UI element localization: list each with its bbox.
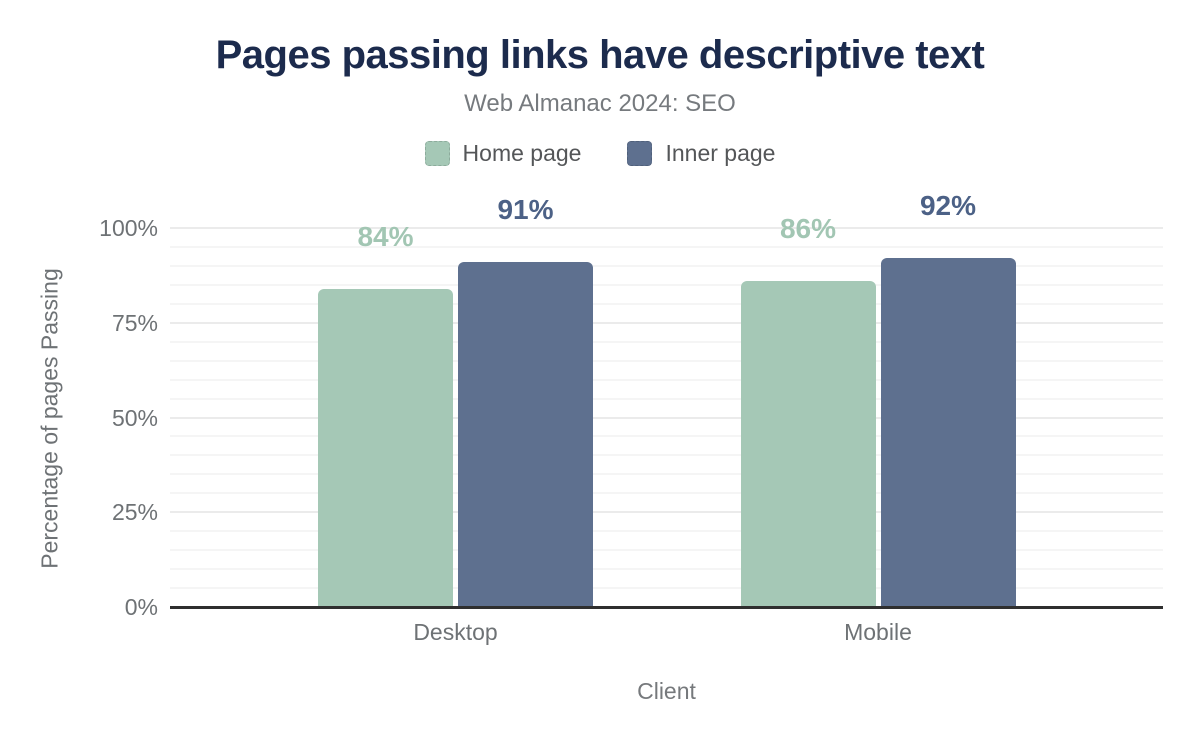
x-tick-label-mobile: Mobile — [844, 619, 912, 645]
bar-home-page-desktop[interactable] — [318, 288, 453, 607]
legend-item-inner-page[interactable]: Inner page — [627, 140, 775, 167]
home-page-swatch-icon — [424, 141, 450, 166]
minor-gridline — [170, 283, 1163, 286]
minor-gridline — [170, 245, 1163, 248]
minor-gridline — [170, 340, 1163, 343]
legend-label: Inner page — [665, 140, 776, 166]
minor-gridline — [170, 473, 1163, 476]
bar-inner-page-mobile[interactable] — [880, 258, 1016, 607]
chart-subtitle: Web Almanac 2024: SEO — [464, 90, 736, 117]
data-label: 91% — [497, 194, 554, 226]
major-gridline — [170, 227, 1163, 229]
minor-gridline — [170, 435, 1163, 438]
data-label: 84% — [357, 220, 414, 252]
major-gridline — [170, 511, 1163, 514]
major-gridline — [170, 321, 1163, 324]
minor-gridline — [170, 359, 1163, 362]
x-axis-line — [170, 606, 1163, 609]
minor-gridline — [170, 587, 1163, 590]
legend-item-home-page[interactable]: Home page — [424, 140, 582, 167]
data-label: 92% — [919, 190, 977, 222]
minor-gridline — [170, 302, 1163, 305]
x-axis-title: Client — [637, 678, 696, 704]
minor-gridline — [170, 454, 1163, 457]
minor-gridline — [170, 397, 1163, 400]
legend: Home page Inner page — [0, 140, 1200, 167]
major-gridline — [170, 416, 1163, 419]
minor-gridline — [170, 378, 1163, 381]
y-tick-label: 100% — [99, 215, 158, 241]
inner-page-swatch-icon — [627, 141, 653, 166]
data-label: 86% — [779, 213, 837, 245]
chart-title: Pages passing links have descriptive tex… — [215, 33, 985, 77]
minor-gridline — [170, 530, 1163, 533]
y-tick-label: 75% — [111, 309, 158, 336]
minor-gridline — [170, 492, 1163, 495]
plot-area: 84% 91% 86% 92% — [170, 190, 1163, 607]
bar-inner-page-desktop[interactable] — [458, 262, 593, 607]
y-tick-label: 50% — [111, 404, 158, 431]
minor-gridline — [170, 549, 1163, 552]
minor-gridline — [170, 264, 1163, 267]
legend-label: Home page — [462, 140, 582, 166]
y-tick-label: 25% — [111, 499, 158, 526]
bar-home-page-mobile[interactable] — [740, 281, 876, 607]
minor-gridline — [170, 568, 1163, 571]
x-tick-label-desktop: Desktop — [413, 619, 498, 645]
y-tick-label: 0% — [124, 594, 158, 620]
